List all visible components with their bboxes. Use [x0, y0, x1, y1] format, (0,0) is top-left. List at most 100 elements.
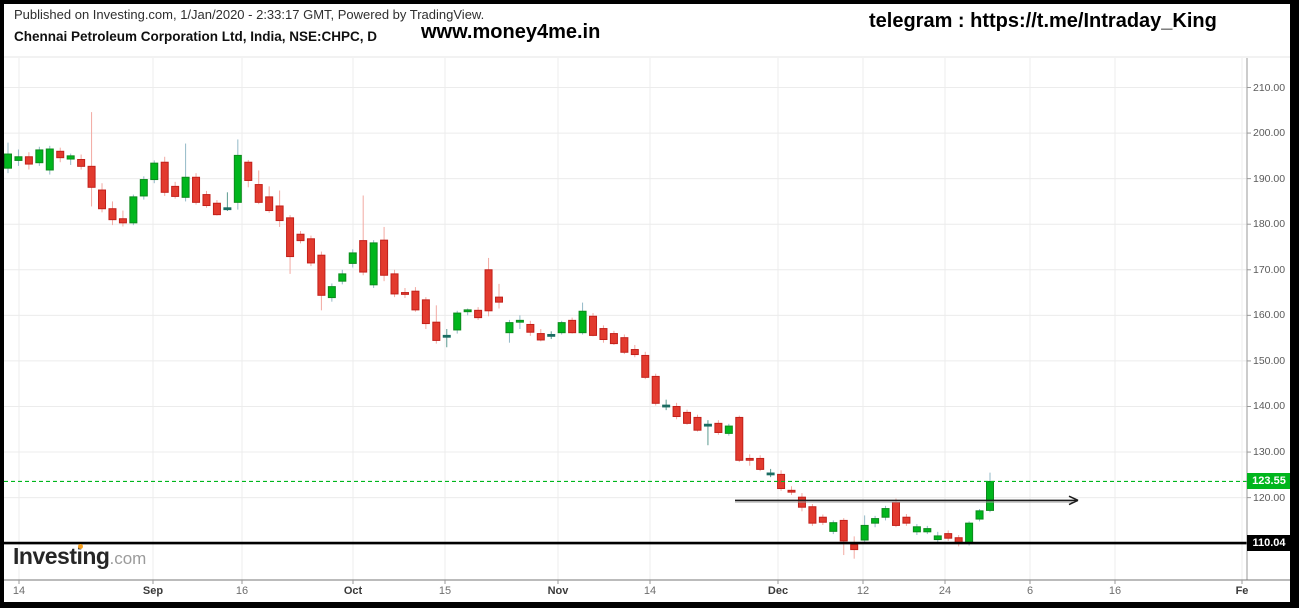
candle-body	[463, 309, 472, 313]
candle-body	[98, 189, 107, 210]
candle-body	[171, 185, 180, 197]
candle-body	[609, 333, 618, 345]
candle-body	[317, 254, 326, 296]
telegram-watermark: telegram : https://t.me/Intraday_King	[869, 10, 1217, 32]
candle-body	[515, 319, 524, 323]
date-axis-label: 6	[1026, 585, 1034, 597]
candle-body	[944, 533, 953, 539]
candle-body	[505, 322, 514, 334]
candle-body	[630, 349, 639, 356]
candle-body	[735, 416, 744, 461]
candle-body	[829, 522, 838, 532]
candle-body	[453, 312, 462, 331]
candle-body	[327, 286, 336, 299]
candle-body	[777, 473, 786, 490]
candle-body	[14, 156, 23, 161]
candle-body	[4, 153, 12, 169]
date-axis-label: 16	[1108, 585, 1122, 597]
candle-body	[578, 310, 587, 334]
candle-body	[233, 154, 242, 203]
candle-body	[986, 480, 994, 511]
candle-body	[912, 526, 921, 533]
candle-body	[818, 516, 827, 523]
price-axis-label: 170.00	[1253, 263, 1286, 276]
candle-body	[975, 510, 984, 520]
candle-body	[118, 218, 127, 224]
candle-body	[860, 524, 869, 541]
date-axis-label: Oct	[343, 585, 363, 597]
candle-body	[77, 159, 86, 167]
candle-body	[954, 537, 963, 544]
candle-body	[150, 162, 159, 181]
candle-body	[902, 516, 911, 524]
candle-body	[265, 196, 274, 212]
candle-body	[202, 194, 211, 207]
candle-body	[212, 202, 221, 216]
candle-body	[839, 519, 848, 542]
candle-body	[745, 457, 754, 461]
candle-body	[965, 522, 974, 544]
candle-body	[923, 528, 932, 533]
candle-body	[683, 411, 692, 424]
logo-orange-dot-icon	[78, 544, 83, 549]
candle-body	[641, 354, 650, 378]
candle-body	[662, 404, 671, 408]
investing-logo-suffix: .com	[109, 549, 147, 568]
candle-body	[45, 148, 54, 171]
candle-body	[254, 184, 263, 203]
candle-body	[411, 290, 420, 311]
date-axis-label: 12	[856, 585, 870, 597]
candle-body	[557, 322, 566, 334]
candle-body	[160, 161, 169, 193]
candle-body	[797, 496, 806, 508]
candle-body	[400, 292, 409, 295]
frame-border-top	[0, 0, 1299, 4]
candle-body	[380, 239, 389, 276]
candle-body	[933, 535, 942, 541]
candle-body	[881, 508, 890, 518]
candle-body	[223, 207, 232, 211]
date-axis-label: 14	[643, 585, 657, 597]
price-axis-label: 130.00	[1253, 446, 1286, 459]
frame-border-bottom	[0, 602, 1299, 608]
candle-body	[286, 217, 295, 258]
date-axis-label: 14	[12, 585, 26, 597]
candle-body	[526, 323, 535, 333]
candle-body	[359, 240, 368, 273]
support-price-badge: 110.04	[1247, 535, 1291, 552]
candle-body	[495, 296, 503, 303]
candle-body	[891, 501, 900, 526]
candle-body	[871, 518, 880, 524]
date-axis-label: Dec	[767, 585, 789, 597]
arrow-head-icon	[1068, 495, 1079, 502]
price-axis-label: 190.00	[1253, 172, 1286, 185]
candle-body	[714, 422, 723, 433]
candle-body	[850, 544, 859, 551]
price-axis-label: 120.00	[1253, 491, 1286, 504]
candle-body	[369, 242, 378, 286]
candle-body	[724, 425, 733, 434]
candle-body	[703, 423, 712, 427]
candle-body	[66, 155, 75, 160]
candle-body	[568, 319, 577, 334]
date-axis-label: Fe	[1235, 585, 1249, 597]
candle-body	[474, 309, 483, 319]
candle-body	[192, 176, 201, 203]
candle-body	[306, 238, 315, 264]
candle-body	[484, 269, 493, 312]
frame-border-right	[1290, 0, 1299, 608]
date-axis-label: 24	[938, 585, 952, 597]
last-price-badge: 123.55	[1247, 473, 1291, 490]
candle-body	[756, 457, 765, 470]
candle-body	[651, 375, 660, 404]
candle-body	[390, 273, 399, 295]
investing-logo: Investing .com	[13, 543, 146, 570]
candle-body	[275, 205, 284, 222]
price-axis-label: 210.00	[1253, 81, 1286, 94]
date-axis-label: Nov	[547, 585, 569, 597]
candle-body	[693, 416, 702, 431]
candle-body	[108, 208, 117, 221]
